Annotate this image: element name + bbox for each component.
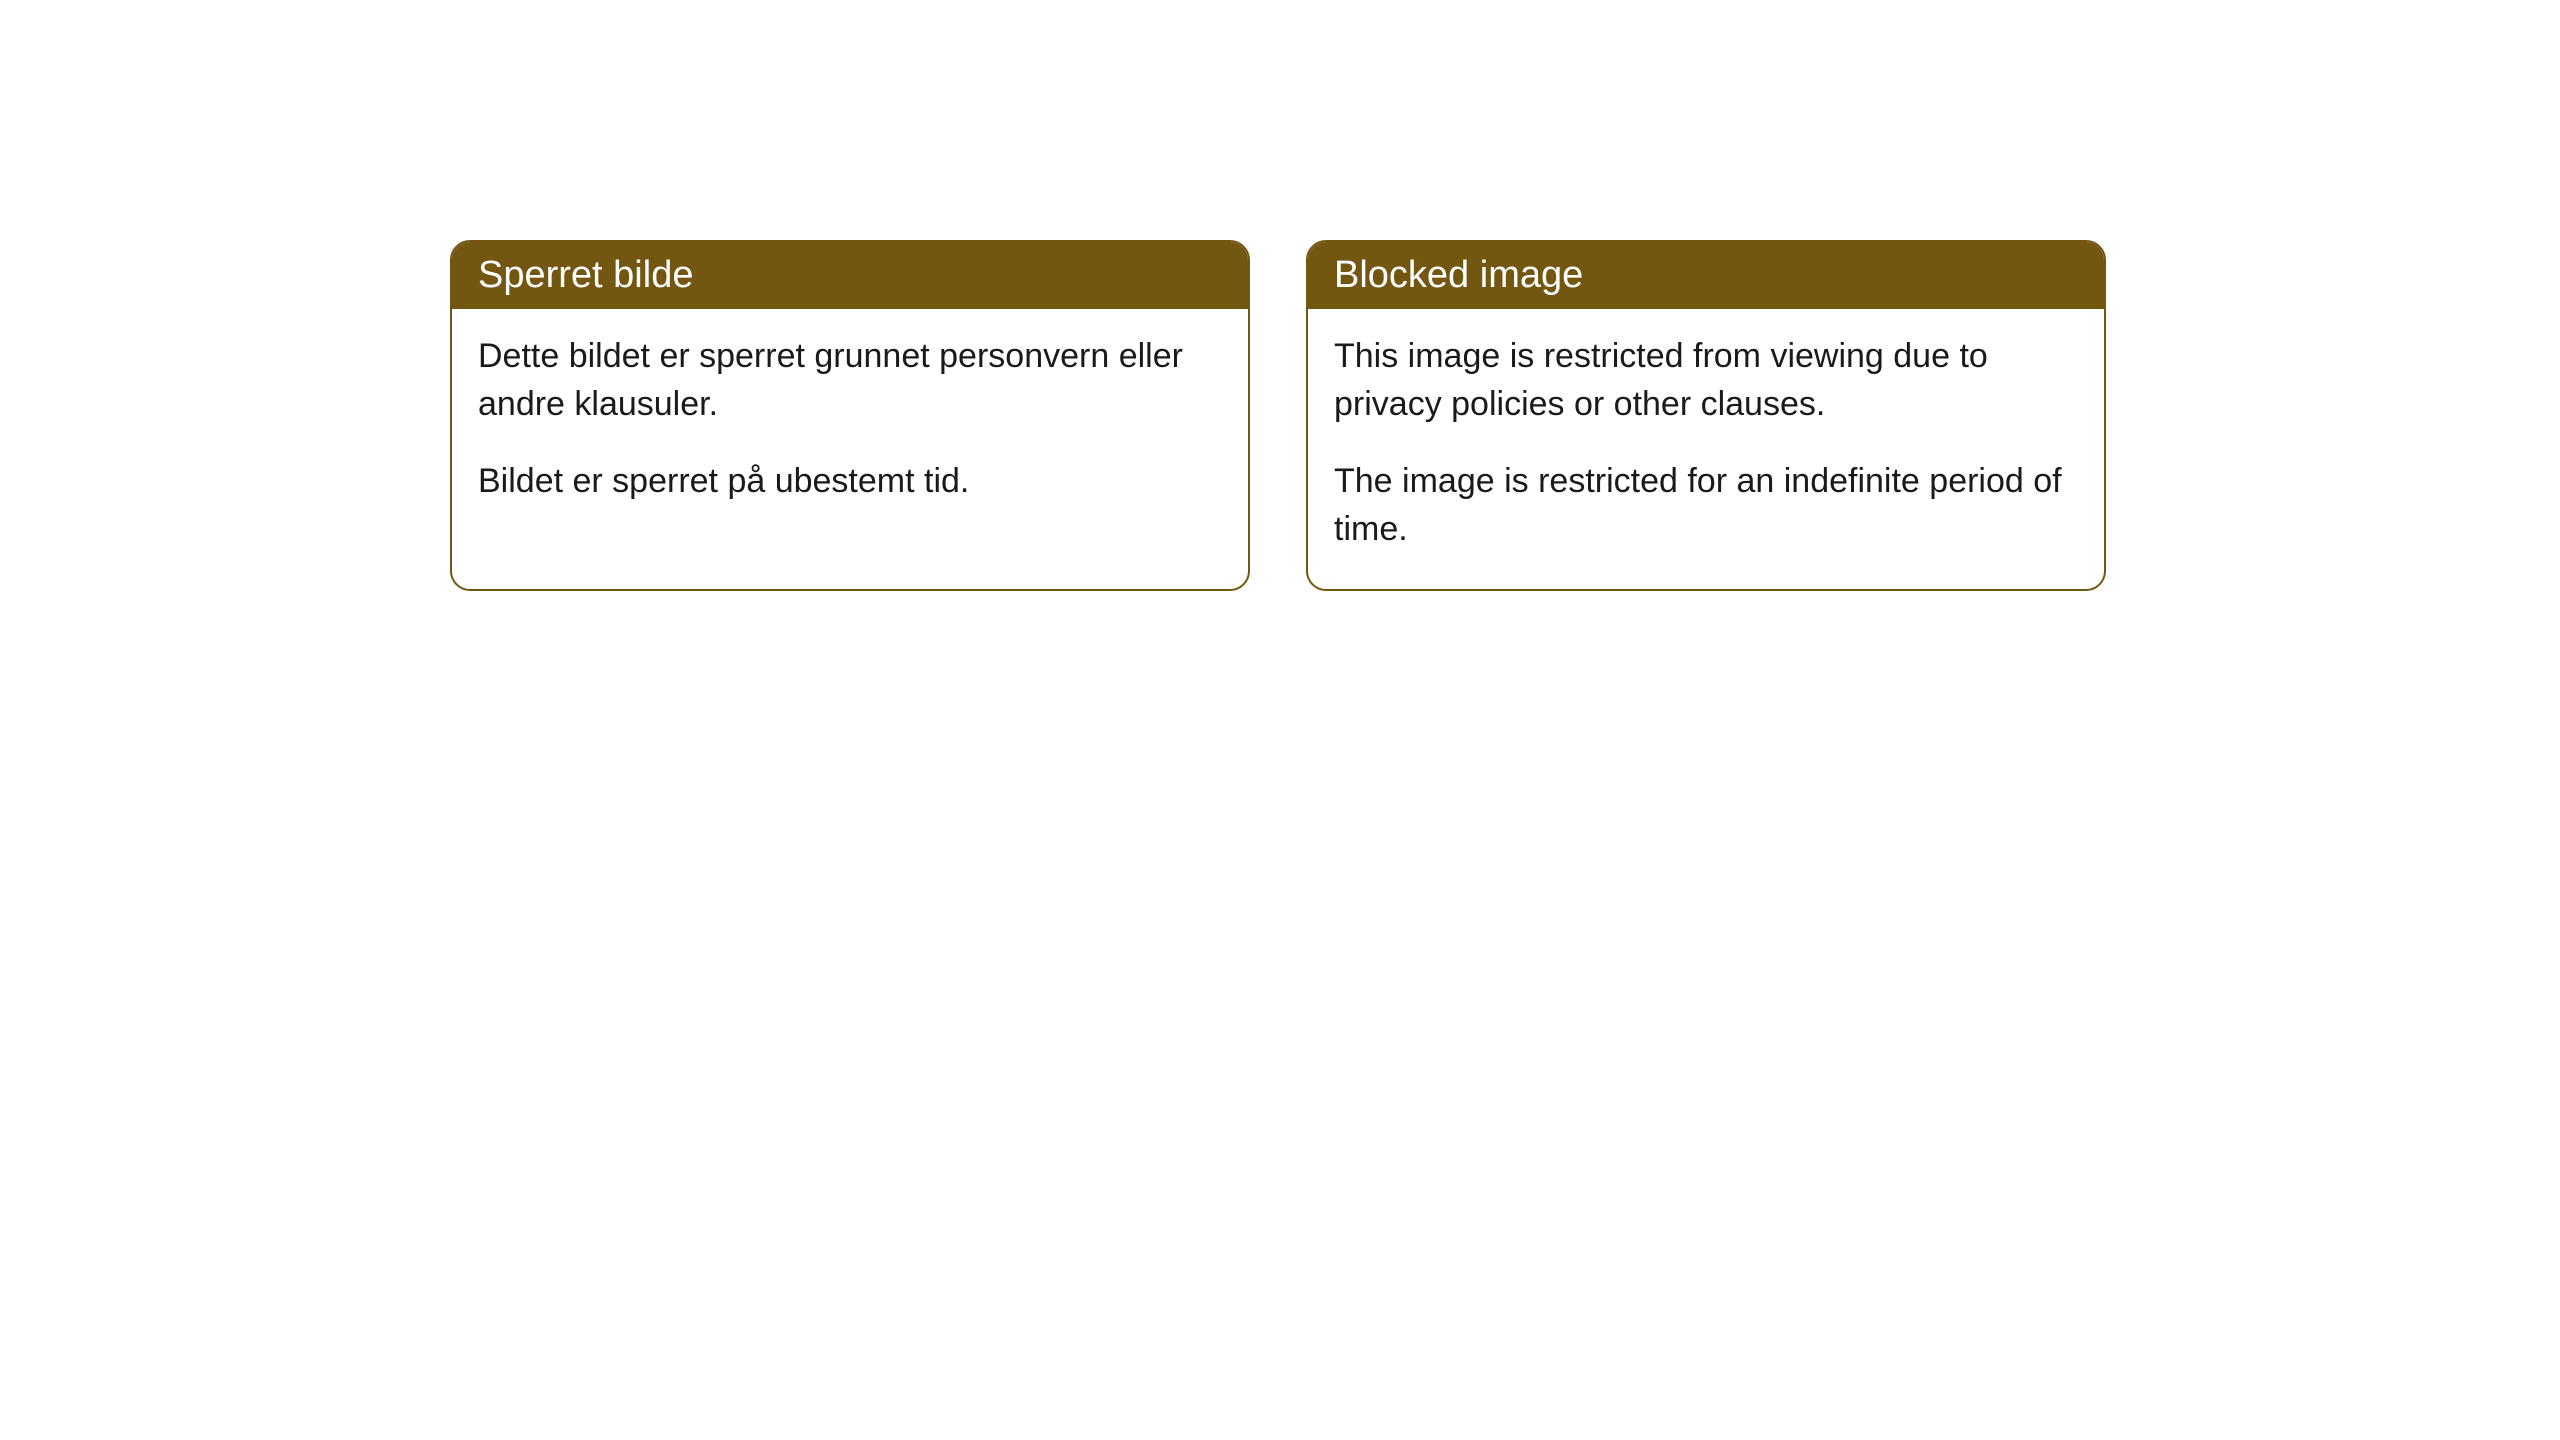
card-body: Dette bildet er sperret grunnet personve…: [452, 309, 1248, 542]
card-paragraph: This image is restricted from viewing du…: [1334, 333, 2078, 428]
card-title: Blocked image: [1334, 254, 1583, 296]
card-body: This image is restricted from viewing du…: [1308, 309, 2104, 589]
card-header: Sperret bilde: [452, 242, 1248, 309]
card-header: Blocked image: [1308, 242, 2104, 309]
card-title: Sperret bilde: [478, 254, 693, 296]
blocked-image-card-english: Blocked image This image is restricted f…: [1306, 240, 2106, 591]
card-paragraph: Bildet er sperret på ubestemt tid.: [478, 458, 1222, 506]
notice-cards-container: Sperret bilde Dette bildet er sperret gr…: [450, 240, 2106, 591]
blocked-image-card-norwegian: Sperret bilde Dette bildet er sperret gr…: [450, 240, 1250, 591]
card-paragraph: Dette bildet er sperret grunnet personve…: [478, 333, 1222, 428]
card-paragraph: The image is restricted for an indefinit…: [1334, 458, 2078, 553]
